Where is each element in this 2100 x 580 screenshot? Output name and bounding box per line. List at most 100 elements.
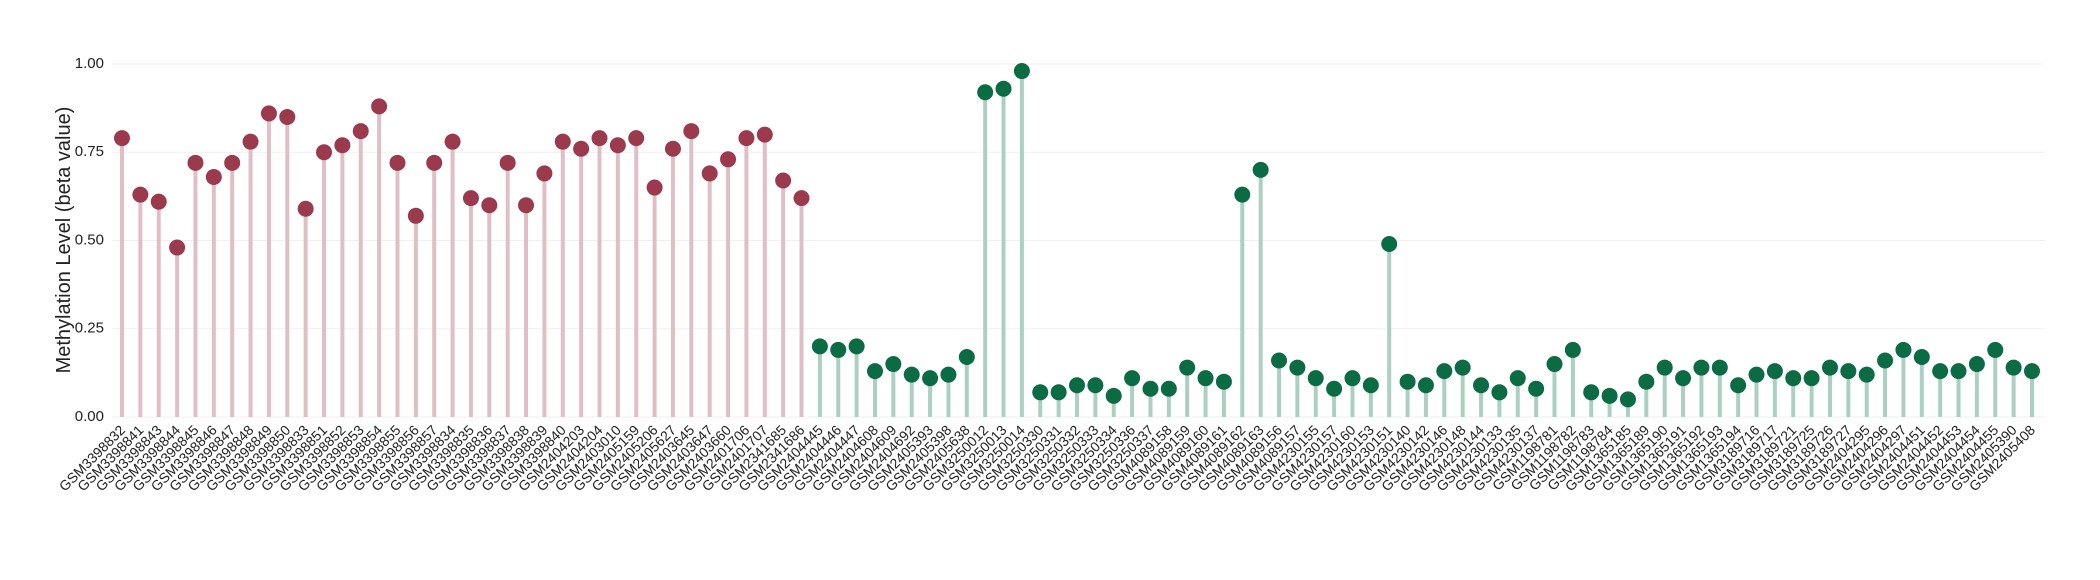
point xyxy=(1197,370,1214,387)
point xyxy=(1087,377,1104,394)
point xyxy=(591,130,608,147)
point xyxy=(1932,363,1949,380)
point xyxy=(1693,359,1710,376)
point xyxy=(646,179,663,196)
point xyxy=(1271,352,1288,369)
point xyxy=(1013,63,1030,80)
point xyxy=(1987,341,2004,358)
point xyxy=(1234,186,1251,203)
point xyxy=(1454,359,1471,376)
point xyxy=(1821,359,1838,376)
point xyxy=(1766,363,1783,380)
point xyxy=(2024,363,2040,380)
point xyxy=(903,366,920,383)
point xyxy=(1546,356,1563,373)
point xyxy=(1491,384,1508,401)
point xyxy=(536,165,553,182)
point xyxy=(205,168,222,185)
point xyxy=(1252,161,1269,178)
point xyxy=(628,130,645,147)
point xyxy=(1877,352,1894,369)
point xyxy=(1895,341,1912,358)
point xyxy=(830,341,847,358)
point xyxy=(334,137,351,154)
point xyxy=(1160,380,1177,397)
point xyxy=(426,154,443,171)
point xyxy=(132,186,149,203)
point xyxy=(224,154,241,171)
point xyxy=(1289,359,1306,376)
point xyxy=(866,363,883,380)
point xyxy=(1858,366,1875,383)
point xyxy=(260,105,277,122)
point xyxy=(1730,377,1747,394)
point xyxy=(279,108,296,125)
point xyxy=(683,123,700,140)
point xyxy=(1950,363,1967,380)
point xyxy=(1748,366,1765,383)
point xyxy=(1785,370,1802,387)
y-axis-title: Methylation Level (beta value) xyxy=(53,107,75,374)
y-tick-label: 0.25 xyxy=(75,320,104,337)
point xyxy=(150,193,167,210)
point xyxy=(775,172,792,189)
point xyxy=(848,338,865,355)
point xyxy=(1307,370,1324,387)
point xyxy=(297,200,314,217)
point xyxy=(1215,373,1232,390)
point xyxy=(389,154,406,171)
point xyxy=(518,197,535,214)
point xyxy=(1473,377,1490,394)
y-tick-label: 0.00 xyxy=(75,408,104,425)
point xyxy=(1913,348,1930,365)
point xyxy=(1675,370,1692,387)
point xyxy=(1711,359,1728,376)
point xyxy=(756,126,773,143)
point xyxy=(1362,377,1379,394)
point xyxy=(940,366,957,383)
point xyxy=(1326,380,1343,397)
point xyxy=(187,154,204,171)
point xyxy=(1124,370,1141,387)
point xyxy=(316,144,333,161)
point xyxy=(444,133,461,150)
point xyxy=(811,338,828,355)
point xyxy=(1069,377,1085,394)
point xyxy=(1803,370,1820,387)
point xyxy=(1105,387,1122,404)
point xyxy=(995,80,1012,97)
point xyxy=(1344,370,1361,387)
point xyxy=(958,348,975,365)
point xyxy=(1638,373,1655,390)
point xyxy=(407,207,424,224)
point xyxy=(1142,380,1159,397)
point xyxy=(1050,384,1067,401)
y-tick-label: 0.50 xyxy=(75,231,104,248)
point xyxy=(664,140,681,157)
point xyxy=(554,133,571,150)
point xyxy=(1381,236,1398,253)
point xyxy=(1656,359,1673,376)
point xyxy=(1619,391,1636,408)
point xyxy=(169,239,186,256)
point xyxy=(793,190,810,207)
point xyxy=(1436,363,1453,380)
point xyxy=(1509,370,1526,387)
point xyxy=(499,154,516,171)
point xyxy=(1968,356,1985,373)
point xyxy=(1399,373,1416,390)
point xyxy=(462,190,479,207)
point xyxy=(371,98,388,115)
point xyxy=(922,370,939,387)
point xyxy=(481,197,498,214)
point xyxy=(1032,384,1049,401)
point xyxy=(352,123,369,140)
point xyxy=(701,165,718,182)
point xyxy=(1583,384,1600,401)
point xyxy=(1840,363,1857,380)
point xyxy=(573,140,590,157)
point xyxy=(1564,341,1581,358)
point xyxy=(977,84,994,101)
y-tick-label: 0.75 xyxy=(75,143,104,160)
point xyxy=(1528,380,1545,397)
